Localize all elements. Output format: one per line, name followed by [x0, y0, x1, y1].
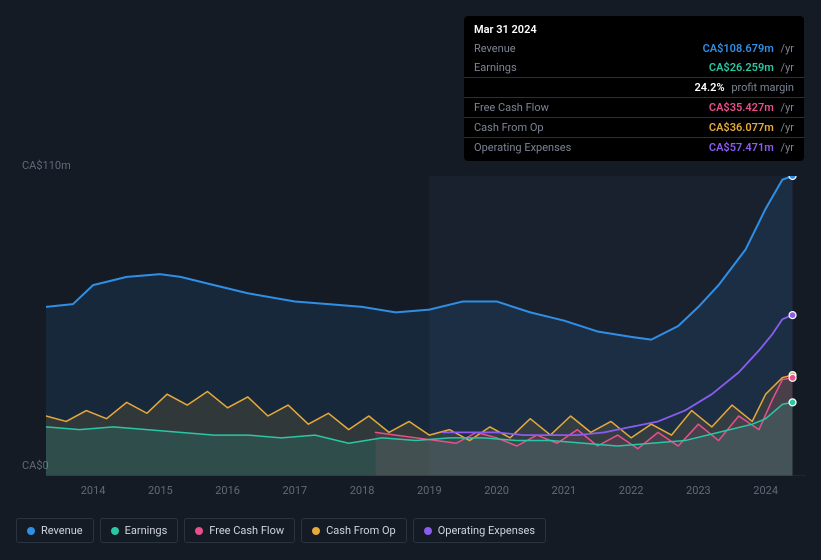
- tooltip-row-label: Operating Expenses: [474, 141, 571, 154]
- legend-item-label: Operating Expenses: [438, 524, 535, 537]
- legend-dot-icon: [111, 527, 119, 535]
- tooltip-row: Free Cash Flow CA$35.427m /yr: [464, 97, 804, 117]
- tooltip-row-value: CA$35.427m /yr: [709, 101, 794, 114]
- financials-chart[interactable]: [46, 176, 806, 476]
- legend-item-fcf[interactable]: Free Cash Flow: [184, 518, 295, 543]
- tooltip-row: 24.2% profit margin: [464, 77, 804, 97]
- x-axis-tick: 2022: [619, 484, 644, 497]
- legend-dot-icon: [27, 527, 35, 535]
- x-axis-tick: 2017: [282, 484, 307, 497]
- tooltip-row-label: Cash From Op: [474, 121, 544, 134]
- x-axis-tick: 2018: [350, 484, 375, 497]
- chart-tooltip: Mar 31 2024 Revenue CA$108.679m /yr Earnin…: [464, 16, 804, 161]
- legend-item-label: Free Cash Flow: [209, 524, 284, 537]
- tooltip-row: Revenue CA$108.679m /yr: [464, 39, 804, 58]
- tooltip-row-value: CA$36.077m /yr: [709, 121, 794, 134]
- x-axis-tick: 2014: [81, 484, 106, 497]
- x-axis-tick: 2016: [215, 484, 240, 497]
- tooltip-row-label: Free Cash Flow: [474, 101, 549, 114]
- tooltip-row-value: CA$26.259m /yr: [709, 61, 794, 74]
- tooltip-row-value: CA$108.679m /yr: [703, 42, 794, 55]
- legend-item-label: Cash From Op: [326, 524, 396, 537]
- x-axis-tick: 2024: [753, 484, 778, 497]
- chart-legend: Revenue Earnings Free Cash Flow Cash From O…: [16, 518, 546, 543]
- tooltip-title: Mar 31 2024: [464, 20, 804, 39]
- x-axis-tick: 2019: [417, 484, 442, 497]
- tooltip-row-label: Earnings: [474, 61, 517, 74]
- legend-item-revenue[interactable]: Revenue: [16, 518, 94, 543]
- x-axis-tick: 2020: [484, 484, 509, 497]
- legend-item-label: Earnings: [125, 524, 168, 537]
- tooltip-row-value: CA$57.471m /yr: [709, 141, 794, 154]
- tooltip-row-value: 24.2% profit margin: [694, 81, 794, 94]
- legend-dot-icon: [195, 527, 203, 535]
- legend-item-opex[interactable]: Operating Expenses: [413, 518, 546, 543]
- legend-item-cfop[interactable]: Cash From Op: [301, 518, 407, 543]
- legend-item-earnings[interactable]: Earnings: [100, 518, 179, 543]
- tooltip-row: Operating Expenses CA$57.471m /yr: [464, 137, 804, 157]
- tooltip-row-label: Revenue: [474, 42, 516, 55]
- legend-item-label: Revenue: [41, 524, 83, 537]
- x-axis-tick: 2021: [552, 484, 577, 497]
- legend-dot-icon: [312, 527, 320, 535]
- tooltip-row: Cash From Op CA$36.077m /yr: [464, 117, 804, 137]
- tooltip-row: Earnings CA$26.259m /yr: [464, 58, 804, 77]
- x-axis-tick: 2015: [148, 484, 173, 497]
- x-axis-tick: 2023: [686, 484, 711, 497]
- legend-dot-icon: [424, 527, 432, 535]
- y-axis-label-max: CA$110m: [22, 159, 71, 172]
- y-axis-label-zero: CA$0: [22, 459, 49, 472]
